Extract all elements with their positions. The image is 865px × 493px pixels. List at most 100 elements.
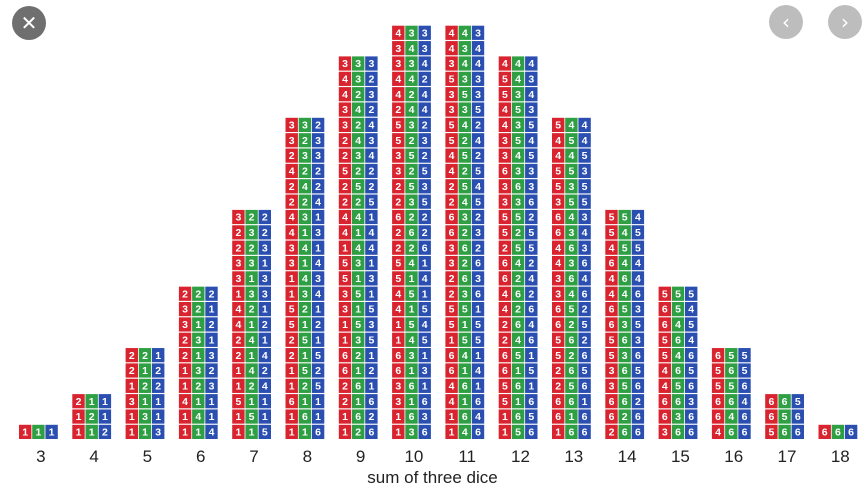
die-face-cell [232, 378, 245, 393]
die-face-cell [232, 317, 245, 332]
die-face-cell [565, 255, 578, 271]
die-face-value: 2 [422, 212, 428, 224]
die-face-cell [511, 225, 525, 240]
die-face-value: 3 [209, 350, 215, 362]
die-face-cell [671, 302, 685, 317]
die-face-value: 1 [249, 319, 255, 331]
die-face-value: 5 [409, 181, 415, 193]
die-face-cell [725, 409, 738, 424]
die-face-cell [392, 41, 405, 56]
die-face-cell [352, 179, 365, 194]
die-face-cell [405, 148, 418, 163]
die-face-value: 1 [515, 396, 521, 408]
die-face-cell [658, 286, 671, 301]
die-face-value: 4 [568, 120, 574, 132]
die-face-value: 1 [289, 273, 295, 285]
die-face-value: 2 [155, 365, 161, 377]
die-face-value: 5 [622, 380, 628, 392]
bar-sum-6: 1 1 41 4 14 1 11 2 31 3 22 1 32 3 13 1 23 2 12 2 2 [178, 286, 218, 439]
die-face-cell [458, 163, 471, 179]
die-face-cell [471, 71, 485, 86]
die-face-value: 6 [582, 258, 588, 270]
die-face-value: 1 [555, 427, 561, 439]
die-face-cell [418, 194, 431, 209]
die-face-cell [258, 286, 271, 301]
die-face-value: 6 [622, 396, 628, 408]
die-face-value: 2 [409, 242, 415, 254]
next-button[interactable]: › [828, 5, 862, 39]
die-face-value: 5 [515, 427, 521, 439]
die-face-cell [445, 148, 458, 163]
die-face-cell [458, 394, 471, 409]
die-face-cell [338, 332, 352, 347]
die-face-value: 2 [409, 135, 415, 147]
die-face-cell [392, 317, 405, 332]
die-face-value: 3 [129, 396, 135, 408]
die-face-value: 4 [502, 288, 508, 300]
die-face-value: 2 [462, 258, 468, 270]
die-face-value: 1 [235, 365, 241, 377]
die-face-value: 4 [395, 89, 401, 101]
die-face-value: 4 [728, 411, 734, 423]
die-face-cell [445, 133, 458, 148]
die-face-cell [298, 394, 312, 409]
die-face-value: 4 [515, 334, 521, 346]
die-face-value: 6 [635, 350, 641, 362]
close-button[interactable]: ✕ [12, 6, 46, 40]
die-face-value: 6 [555, 304, 561, 316]
die-face-value: 4 [475, 365, 481, 377]
die-face-cell [458, 148, 471, 163]
die-face-value: 5 [395, 258, 401, 270]
die-face-cell [405, 409, 418, 424]
die-face-value: 3 [475, 89, 481, 101]
die-face-cell [392, 378, 405, 393]
die-face-cell [605, 225, 618, 240]
die-face-cell [405, 378, 418, 393]
x-tick-label: 14 [618, 447, 637, 466]
die-face-value: 2 [209, 288, 215, 300]
die-face-value: 6 [782, 427, 788, 439]
die-face-value: 2 [289, 150, 295, 162]
die-face-value: 3 [528, 104, 534, 116]
die-face-value: 2 [195, 288, 201, 300]
die-face-cell [418, 363, 431, 378]
die-face-cell [445, 56, 458, 71]
die-face-value: 1 [462, 319, 468, 331]
die-face-cell [511, 348, 525, 363]
die-face-value: 2 [182, 334, 188, 346]
die-face-cell [738, 378, 751, 393]
die-face-value: 5 [395, 273, 401, 285]
die-face-cell [498, 209, 512, 225]
die-face-cell [685, 409, 698, 424]
die-face-value: 1 [209, 334, 215, 346]
die-face-cell [498, 179, 512, 194]
die-face-cell [525, 378, 538, 393]
die-face-value: 5 [315, 350, 321, 362]
x-tick-label: 15 [671, 447, 690, 466]
die-face-value: 4 [475, 43, 481, 55]
die-face-value: 6 [528, 334, 534, 346]
die-face-value: 6 [502, 350, 508, 362]
die-face-cell [578, 255, 591, 271]
die-face-value: 5 [622, 304, 628, 316]
die-face-cell [458, 255, 471, 271]
die-face-cell [405, 255, 418, 271]
die-face-value: 5 [515, 104, 521, 116]
die-face-cell [392, 271, 405, 286]
die-face-cell [618, 409, 631, 424]
previous-button[interactable]: ‹ [769, 5, 803, 39]
die-face-value: 3 [422, 43, 428, 55]
die-face-value: 5 [582, 150, 588, 162]
die-face-value: 4 [475, 181, 481, 193]
die-face-value: 5 [568, 304, 574, 316]
die-face-value: 1 [422, 288, 428, 300]
die-face-cell [405, 194, 418, 209]
die-face-value: 4 [582, 227, 588, 239]
die-face-cell [445, 41, 458, 56]
die-face-cell [738, 394, 751, 409]
die-face-value: 2 [395, 227, 401, 239]
die-face-cell [565, 179, 578, 194]
die-face-value: 4 [235, 319, 241, 331]
die-face-value: 6 [409, 380, 415, 392]
die-face-value: 6 [502, 365, 508, 377]
